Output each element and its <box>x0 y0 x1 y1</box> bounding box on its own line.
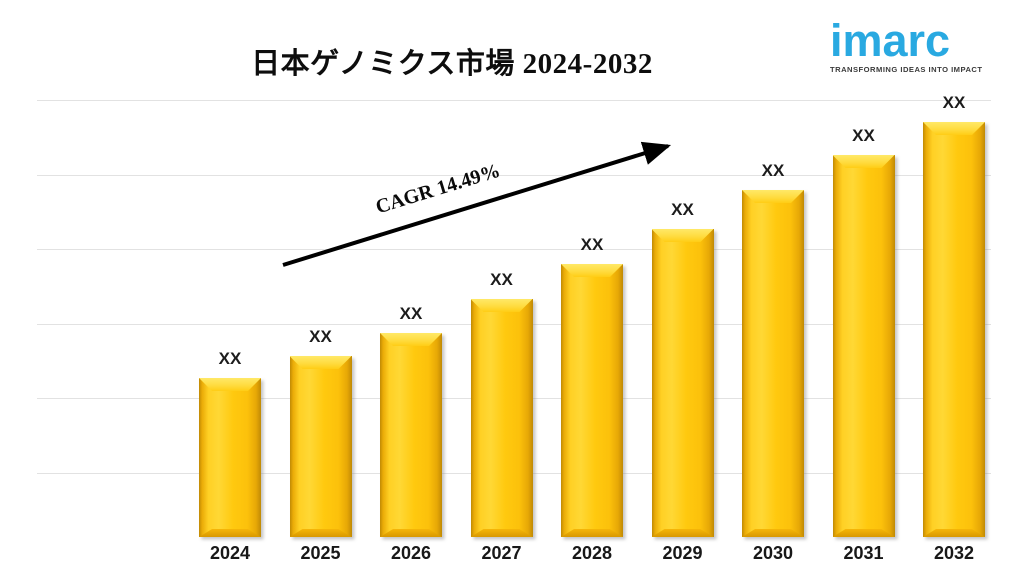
bar <box>742 190 804 537</box>
imarc-tagline-text: TRANSFORMING IDEAS INTO IMPACT <box>830 65 983 74</box>
bar-group: XX 2029 <box>651 100 714 563</box>
bar-year-label: 2024 <box>209 543 251 563</box>
bar-year-label: 2029 <box>662 543 703 563</box>
bar <box>832 155 895 537</box>
bar-value-label: XX <box>671 200 694 219</box>
bar-value-label: XX <box>761 161 785 180</box>
bar-group: XX 2026 <box>380 100 442 563</box>
bar <box>380 333 442 537</box>
bar-year-label: 2027 <box>481 543 522 563</box>
bar-group: XX 2031 <box>832 100 895 563</box>
bar-value-label: XX <box>942 93 966 112</box>
bar-value-label: XX <box>490 270 513 289</box>
bar <box>199 378 261 537</box>
chart-title: 日本ゲノミクス市場 2024-2032 <box>251 48 653 80</box>
bar-group: XX 2028 <box>561 100 623 563</box>
bar-value-label: XX <box>218 349 242 368</box>
bar-value-label: XX <box>399 304 423 323</box>
bar-year-label: 2031 <box>843 543 884 563</box>
bar-year-label: 2030 <box>752 543 794 563</box>
bar-group: XX 2027 <box>470 100 533 563</box>
bar-year-label: 2026 <box>390 543 432 563</box>
bar <box>923 122 985 537</box>
bar-group: XX 2024 <box>199 100 261 563</box>
bar-group: XX 2025 <box>289 100 352 563</box>
bar-value-label: XX <box>852 126 875 145</box>
imarc-wordmark-text: imarc <box>830 15 951 66</box>
bar <box>289 356 352 537</box>
bar <box>470 299 533 537</box>
bar-year-label: 2032 <box>933 543 975 563</box>
bar-year-label: 2028 <box>571 543 613 563</box>
bar <box>651 229 714 537</box>
bar-group: XX 2030 <box>742 100 804 563</box>
gridline <box>37 100 991 101</box>
imarc-logo: imarc TRANSFORMING IDEAS INTO IMPACT <box>830 18 990 74</box>
bar-value-label: XX <box>309 327 332 346</box>
bar <box>561 264 623 537</box>
bar-group: XX 2032 <box>923 93 985 563</box>
plot-area: XX 2024 XX 2025 XX 2026 XX 2027 XX 2028 XX 2029 XX 20… <box>37 93 991 563</box>
bar-value-label: XX <box>580 235 604 254</box>
bar-year-label: 2025 <box>300 543 341 563</box>
